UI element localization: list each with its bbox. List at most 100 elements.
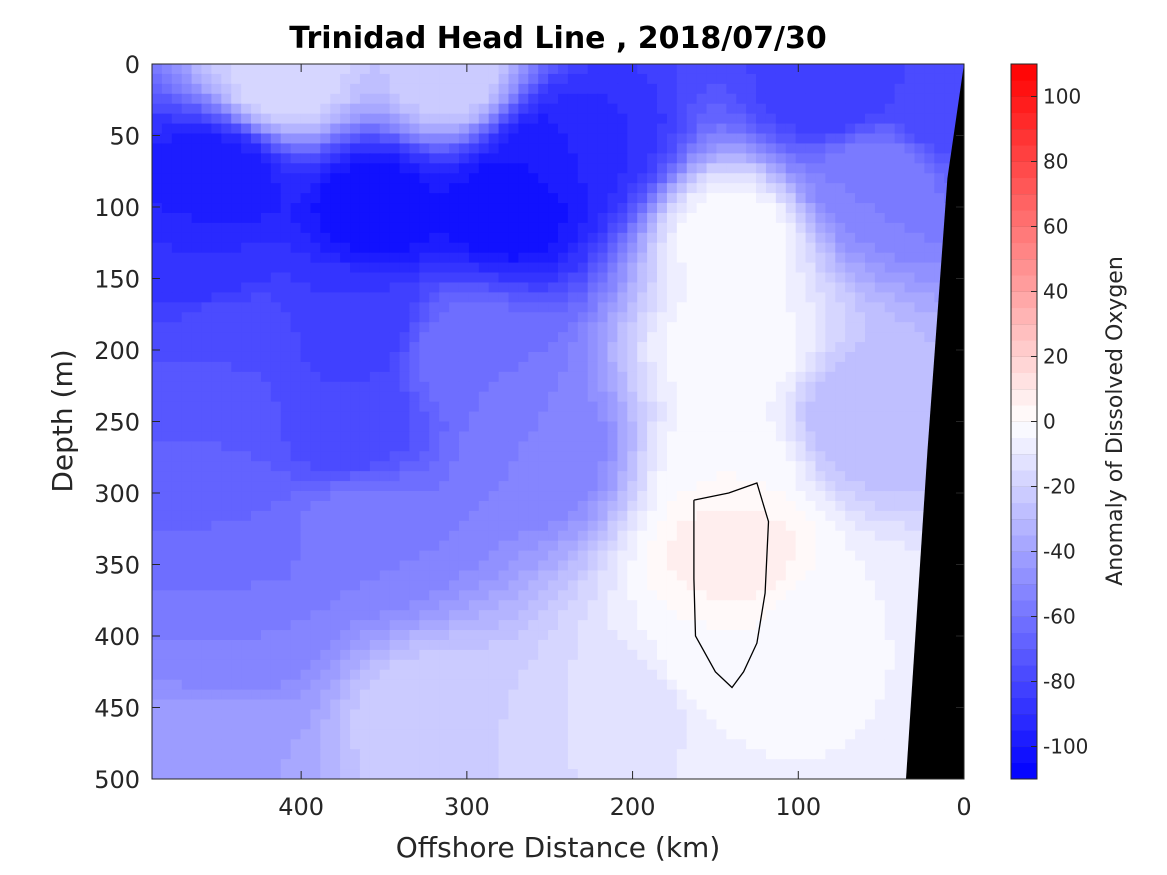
field-cell xyxy=(330,451,341,462)
field-cell xyxy=(251,242,262,254)
field-cell xyxy=(647,133,658,145)
field-cell xyxy=(152,630,163,641)
field-cell xyxy=(498,73,510,85)
field-cell xyxy=(637,133,648,145)
field-cell xyxy=(558,183,569,194)
field-cell xyxy=(468,83,480,95)
field-cell xyxy=(587,461,599,472)
field-cell xyxy=(864,312,876,323)
field-cell xyxy=(864,639,876,651)
field-cell xyxy=(894,103,906,115)
field-cell xyxy=(835,570,846,581)
field-cell xyxy=(458,510,470,522)
field-cell xyxy=(260,173,272,184)
field-cell xyxy=(835,510,846,522)
field-cell xyxy=(567,461,579,472)
field-cell xyxy=(528,302,539,313)
field-cell xyxy=(558,292,569,303)
field-cell xyxy=(864,580,876,591)
field-cell xyxy=(290,600,302,611)
field-cell xyxy=(270,570,282,581)
field-cell xyxy=(251,391,262,403)
field-cell xyxy=(458,292,470,303)
field-cell xyxy=(775,133,787,145)
field-cell xyxy=(488,600,500,611)
field-cell xyxy=(835,590,846,601)
field-cell xyxy=(884,590,896,601)
field-cell xyxy=(696,361,708,373)
field-cell xyxy=(696,143,708,154)
field-cell xyxy=(805,123,817,135)
field-cell xyxy=(300,222,312,234)
field-cell xyxy=(429,222,440,234)
field-cell xyxy=(488,520,500,532)
field-cell xyxy=(696,659,708,671)
field-cell xyxy=(488,411,500,423)
field-cell xyxy=(884,242,896,254)
field-cell xyxy=(577,163,589,174)
field-cell xyxy=(508,649,519,661)
field-cell xyxy=(359,649,371,661)
field-cell xyxy=(201,570,213,581)
field-cell xyxy=(171,73,183,85)
field-cell xyxy=(320,639,331,651)
field-cell xyxy=(340,510,351,522)
field-cell xyxy=(815,163,826,174)
field-cell xyxy=(696,560,708,572)
field-cell xyxy=(845,83,856,95)
field-cell xyxy=(676,292,688,303)
field-cell xyxy=(775,232,787,244)
field-cell xyxy=(587,491,599,502)
field-cell xyxy=(785,163,797,174)
field-cell xyxy=(350,292,361,303)
field-cell xyxy=(894,580,906,591)
field-cell xyxy=(191,391,203,403)
field-cell xyxy=(191,381,203,393)
field-cell xyxy=(389,431,401,442)
field-cell xyxy=(716,401,727,413)
field-cell xyxy=(558,232,569,244)
field-cell xyxy=(399,391,411,403)
field-cell xyxy=(746,312,757,323)
field-cell xyxy=(409,590,420,601)
field-cell xyxy=(706,649,718,661)
field-cell xyxy=(399,173,411,184)
field-cell xyxy=(558,401,569,413)
field-cell xyxy=(290,510,302,522)
field-cell xyxy=(785,371,797,383)
field-cell xyxy=(736,600,747,611)
field-cell xyxy=(617,540,628,552)
field-cell xyxy=(498,183,510,194)
field-cell xyxy=(924,302,935,313)
field-cell xyxy=(508,292,519,303)
field-cell xyxy=(152,371,163,383)
field-cell xyxy=(340,222,351,234)
field-cell xyxy=(528,649,539,661)
field-cell xyxy=(429,212,440,224)
field-cell xyxy=(369,610,381,621)
field-cell xyxy=(627,620,638,631)
field-cell xyxy=(478,212,490,224)
field-cell xyxy=(488,461,500,472)
field-cell xyxy=(736,649,747,661)
field-cell xyxy=(458,322,470,333)
field-cell xyxy=(874,570,886,581)
field-cell xyxy=(528,232,539,244)
field-cell xyxy=(657,232,668,244)
field-cell xyxy=(785,520,797,532)
field-cell xyxy=(577,173,589,184)
field-cell xyxy=(696,73,708,85)
field-cell xyxy=(597,282,609,293)
field-cell xyxy=(478,481,490,492)
field-cell xyxy=(914,381,925,393)
field-cell xyxy=(251,530,262,542)
field-cell xyxy=(171,570,183,581)
field-cell xyxy=(488,292,500,303)
field-cell xyxy=(419,73,430,85)
field-cell xyxy=(736,322,747,333)
field-cell xyxy=(914,163,925,174)
field-cell xyxy=(350,113,361,125)
field-cell xyxy=(161,570,173,581)
field-cell xyxy=(696,381,708,393)
field-cell xyxy=(845,510,856,522)
